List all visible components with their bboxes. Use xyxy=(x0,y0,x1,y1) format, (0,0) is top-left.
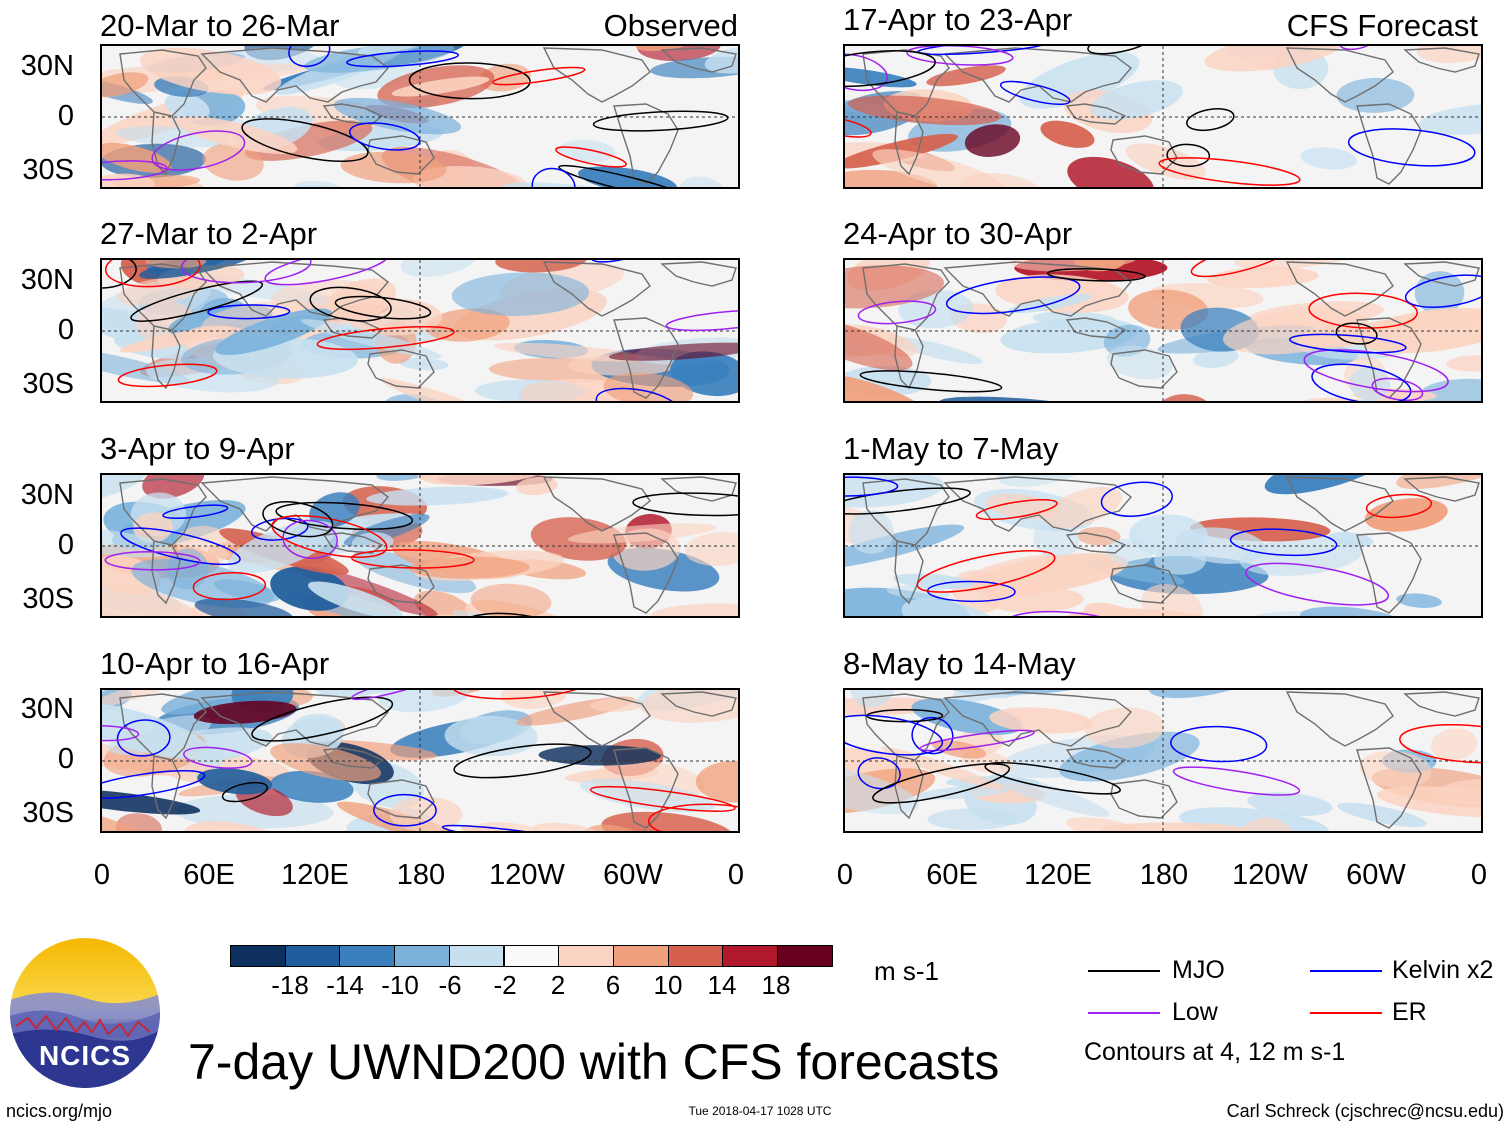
legend-line-kelvin xyxy=(1310,970,1382,972)
legend-label-kelvin: Kelvin x2 xyxy=(1392,956,1494,984)
panel-title-obs-2: 27-Mar to 2-Apr xyxy=(100,216,318,251)
panel-title-fcst-3: 1-May to 7-May xyxy=(843,431,1059,466)
colorbar-label: -18 xyxy=(271,970,309,1000)
ylabel-eq: 0 xyxy=(57,529,74,561)
xlabel-180: 180 xyxy=(396,859,446,891)
xlabel-0-end: 0 xyxy=(727,859,745,891)
ncics-logo-graphic xyxy=(10,938,160,1088)
map-panel-obs-4 xyxy=(100,688,740,833)
map-graphic xyxy=(845,690,1481,831)
ylabel-30s: 30S xyxy=(22,583,74,615)
map-panel-fcst-1 xyxy=(843,44,1483,189)
colorbar-swatch xyxy=(339,945,396,967)
colorbar-label: 18 xyxy=(761,970,791,1000)
panel-title-fcst-4: 8-May to 14-May xyxy=(843,646,1076,681)
footer-author: Carl Schreck (cjschrec@ncsu.edu) xyxy=(1226,1101,1504,1121)
ylabel-30n: 30N xyxy=(20,50,74,82)
legend-label-low: Low xyxy=(1172,998,1218,1026)
ylabel-eq: 0 xyxy=(57,100,74,132)
colorbar-swatch xyxy=(667,945,724,967)
map-panel-obs-2 xyxy=(100,258,740,403)
panel-title-fcst-1: 17-Apr to 23-Apr xyxy=(843,2,1073,37)
xlabel-120e: 120E xyxy=(1024,859,1092,891)
map-graphic xyxy=(102,260,738,401)
panel-title-fcst-2: 24-Apr to 30-Apr xyxy=(843,216,1073,251)
colorbar-swatch xyxy=(230,945,286,967)
xlabel-60w: 60W xyxy=(1346,859,1406,891)
forecast-label: CFS Forecast xyxy=(1286,8,1478,43)
colorbar-label: -10 xyxy=(381,970,419,1000)
colorbar-label: 2 xyxy=(550,970,566,1000)
map-panel-obs-1 xyxy=(100,44,740,189)
xlabel-120e: 120E xyxy=(281,859,349,891)
xlabel-60w: 60W xyxy=(603,859,663,891)
map-panel-fcst-2 xyxy=(843,258,1483,403)
legend-line-low xyxy=(1088,1012,1160,1014)
colorbar-units: m s-1 xyxy=(874,956,939,986)
ylabel-eq: 0 xyxy=(57,743,74,775)
legend-contour-note: Contours at 4, 12 m s-1 xyxy=(1084,1038,1346,1066)
xlabel-120w: 120W xyxy=(1232,859,1308,891)
colorbar-swatch xyxy=(503,945,560,967)
map-panel-fcst-3 xyxy=(843,473,1483,618)
ylabel-30s: 30S xyxy=(22,797,74,829)
colorbar-swatch xyxy=(612,945,669,967)
colorbar-label: 14 xyxy=(707,970,737,1000)
colorbar-label: -6 xyxy=(438,970,462,1000)
legend-line-er xyxy=(1310,1012,1382,1014)
xlabel-60e: 60E xyxy=(926,859,978,891)
ylabel-30n: 30N xyxy=(20,264,74,296)
colorbar-swatch xyxy=(722,945,778,967)
main-title: 7-day UWND200 with CFS forecasts xyxy=(188,1034,1000,1090)
xlabel-120w: 120W xyxy=(489,859,565,891)
colorbar-swatch xyxy=(448,945,505,967)
ylabel-eq: 0 xyxy=(57,314,74,346)
panel-title-obs-4: 10-Apr to 16-Apr xyxy=(100,646,330,681)
ylabel-30s: 30S xyxy=(22,154,74,186)
map-panel-fcst-4 xyxy=(843,688,1483,833)
xlabel-0: 0 xyxy=(93,859,111,891)
xlabel-0-end: 0 xyxy=(1470,859,1488,891)
colorbar-swatch xyxy=(777,945,833,967)
xlabel-60e: 60E xyxy=(183,859,235,891)
colorbar-swatch xyxy=(394,945,450,967)
map-graphic xyxy=(845,46,1481,187)
legend-label-er: ER xyxy=(1392,998,1427,1026)
map-graphic xyxy=(102,46,738,187)
legend-line-mjo xyxy=(1088,970,1160,972)
panel-title-obs-3: 3-Apr to 9-Apr xyxy=(100,431,295,466)
colorbar-label: -2 xyxy=(493,970,517,1000)
colorbar-label: -14 xyxy=(326,970,364,1000)
colorbar-swatch xyxy=(558,945,614,967)
colorbar-label: 6 xyxy=(605,970,621,1000)
ylabel-30s: 30S xyxy=(22,368,74,400)
map-graphic xyxy=(102,690,738,831)
map-graphic xyxy=(845,260,1481,401)
colorbar-label: 10 xyxy=(653,970,683,1000)
xlabel-180: 180 xyxy=(1139,859,1189,891)
legend-label-mjo: MJO xyxy=(1172,956,1225,984)
footer-url[interactable]: ncics.org/mjo xyxy=(6,1101,113,1121)
map-graphic xyxy=(845,475,1481,616)
map-panel-obs-3 xyxy=(100,473,740,618)
map-graphic xyxy=(102,475,738,616)
xlabel-0: 0 xyxy=(836,859,854,891)
ncics-logo: NCICS xyxy=(10,938,160,1088)
ylabel-30n: 30N xyxy=(20,479,74,511)
colorbar-swatch xyxy=(284,945,341,967)
ylabel-30n: 30N xyxy=(20,693,74,725)
observed-label: Observed xyxy=(603,8,738,43)
footer-timestamp: Tue 2018-04-17 1028 UTC xyxy=(688,1104,832,1118)
logo-text: NCICS xyxy=(38,1040,132,1071)
panel-title-obs-1: 20-Mar to 26-Mar xyxy=(100,8,340,43)
